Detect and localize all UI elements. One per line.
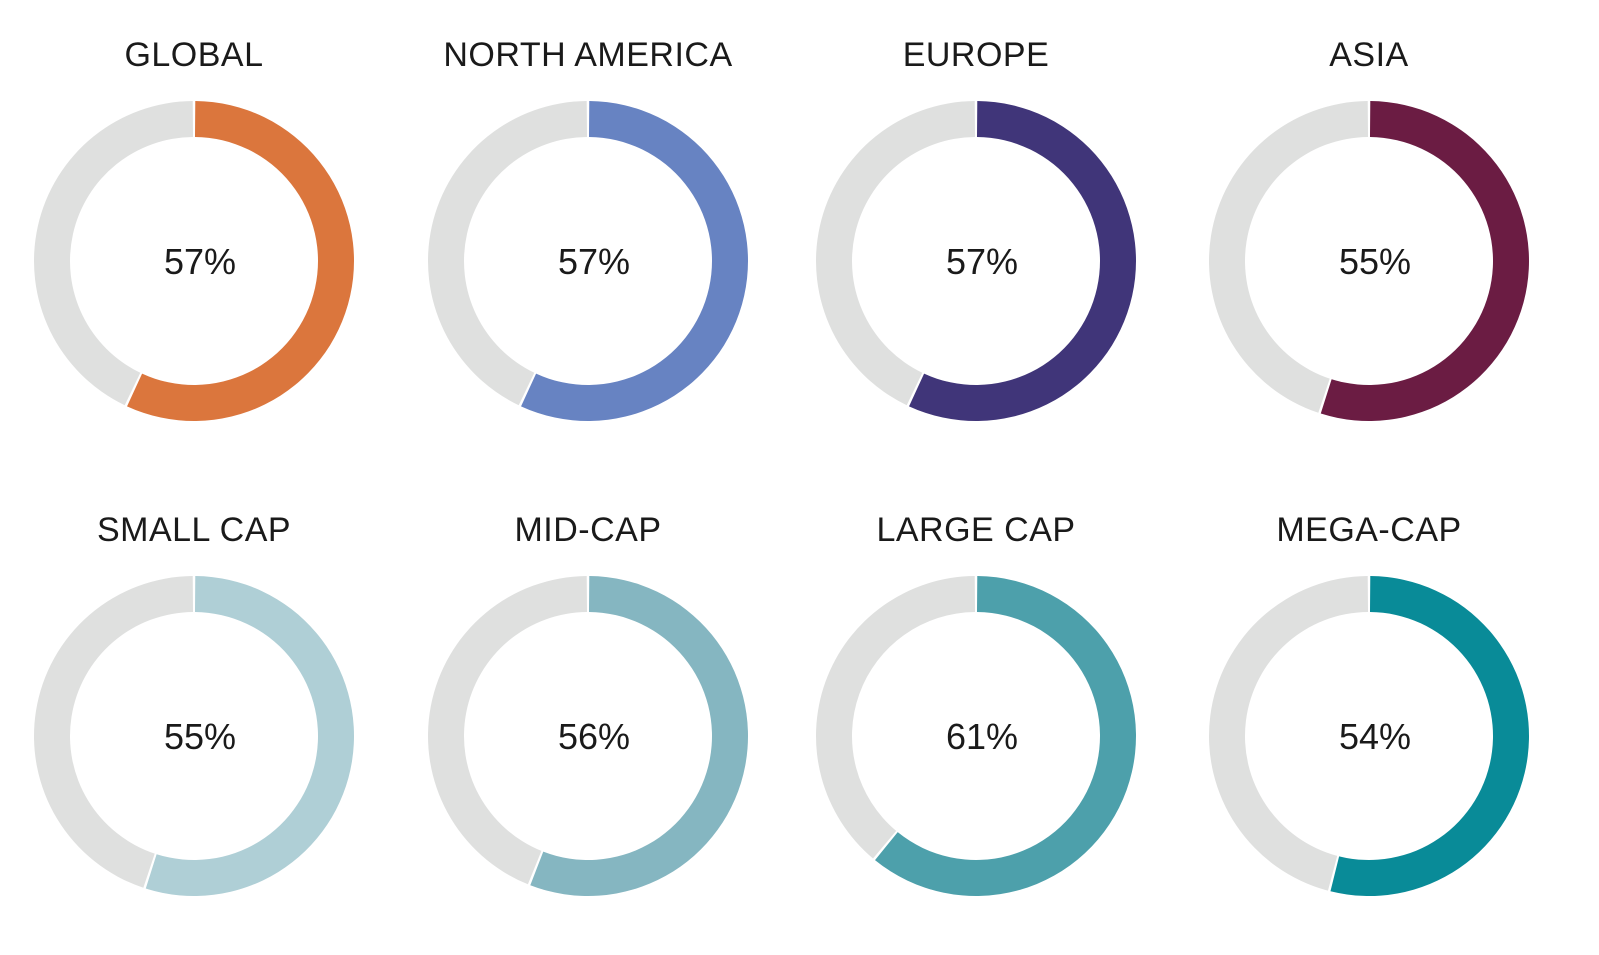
donut-title: ASIA — [1329, 36, 1409, 74]
donut-slice-remainder — [427, 101, 588, 406]
donut-center-label: 57% — [164, 241, 236, 282]
donut-center-label: 55% — [164, 716, 236, 757]
donut-slice-value — [127, 101, 355, 421]
donut-slice-remainder — [816, 576, 976, 859]
donut-center-label: 55% — [1339, 241, 1411, 282]
donut-panel-small-cap: SMALL CAP 55% — [0, 475, 389, 915]
donut-title: NORTH AMERICA — [443, 36, 733, 74]
donut-slice-remainder — [1209, 576, 1369, 891]
donut-slice-remainder — [815, 101, 976, 406]
donut-panel-north-america: NORTH AMERICA 57% — [393, 0, 783, 440]
donut-panel-asia: ASIA 55% — [1174, 0, 1564, 440]
donut-title: EUROPE — [902, 36, 1050, 74]
donut-center-label: 57% — [558, 241, 630, 282]
donut-chart: 55% — [33, 576, 355, 896]
donut-slice-remainder — [1209, 101, 1369, 413]
donut-slice-value — [530, 576, 748, 896]
donut-panel-global: GLOBAL 57% — [0, 0, 389, 440]
donut-slice-remainder — [428, 576, 588, 885]
donut-slice-value — [145, 576, 355, 896]
donut-panel-mid-cap: MID-CAP 56% — [393, 475, 783, 915]
donut-slice-value — [875, 576, 1136, 896]
donut-chart: 61% — [816, 576, 1136, 896]
donut-panel-europe: EUROPE 57% — [781, 0, 1171, 440]
donut-title: LARGE CAP — [876, 511, 1076, 549]
donut-panel-mega-cap: MEGA-CAP 54% — [1174, 475, 1564, 915]
donut-center-label: 57% — [946, 241, 1018, 282]
donut-slice-remainder — [33, 576, 194, 888]
donut-chart: 54% — [1209, 576, 1529, 896]
donut-chart: 56% — [428, 576, 748, 896]
donut-title: GLOBAL — [124, 36, 264, 74]
donut-title: MID-CAP — [514, 511, 662, 549]
donut-slice-value — [1330, 576, 1529, 896]
donut-title: MEGA-CAP — [1276, 511, 1462, 549]
donut-chart: 57% — [33, 101, 355, 421]
donut-chart: 57% — [427, 101, 749, 421]
donut-center-label: 56% — [558, 716, 630, 757]
donut-slice-value — [1320, 101, 1529, 422]
donut-slice-value — [909, 101, 1137, 421]
donut-slice-value — [521, 101, 749, 421]
donut-title: SMALL CAP — [96, 511, 292, 549]
donut-center-label: 54% — [1339, 716, 1411, 757]
donut-panel-large-cap: LARGE CAP 61% — [781, 475, 1171, 915]
donut-chart: 55% — [1209, 101, 1529, 422]
donut-chart: 57% — [815, 101, 1137, 421]
donut-center-label: 61% — [946, 716, 1018, 757]
donut-slice-remainder — [33, 101, 194, 406]
